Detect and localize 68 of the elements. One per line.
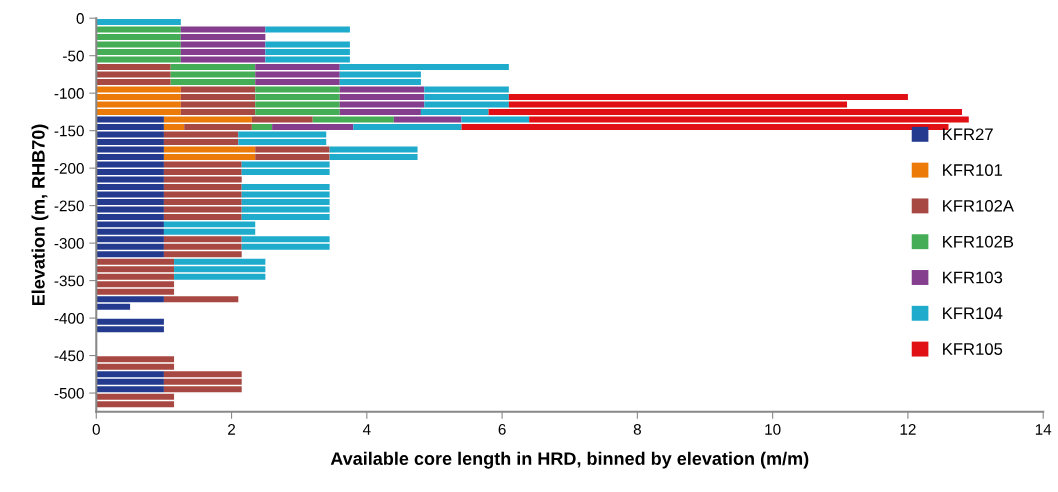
bar — [329, 146, 418, 153]
bar — [272, 123, 354, 130]
bar — [241, 161, 330, 168]
bar — [339, 78, 421, 85]
legend-label: KFR27 — [943, 128, 993, 141]
x-tick-label: 0 — [92, 424, 100, 435]
bar — [163, 236, 242, 243]
legend-label: KFR105 — [943, 343, 1003, 355]
legend-label: KFR104 — [943, 307, 1003, 320]
bar — [96, 86, 181, 93]
bar — [238, 131, 327, 138]
bar — [241, 243, 330, 250]
bar — [163, 213, 242, 220]
y-tick-label: -100 — [54, 88, 84, 99]
bar — [255, 146, 330, 153]
legend-label: KFR101 — [943, 164, 1003, 176]
bar — [163, 146, 256, 153]
x-tick-label: 6 — [498, 424, 506, 435]
bar — [461, 123, 949, 130]
bar — [96, 296, 164, 303]
y-tick-label: -350 — [54, 275, 84, 287]
x-tick-label: 8 — [633, 424, 641, 435]
y-tick-label: -200 — [54, 163, 84, 174]
y-tick-label: -300 — [54, 237, 84, 249]
x-tick-label: 12 — [900, 424, 916, 435]
bar — [255, 153, 330, 160]
y-tick-label: -150 — [54, 125, 84, 137]
bar — [353, 123, 462, 130]
bar — [96, 18, 181, 25]
bar — [96, 303, 131, 310]
bar — [170, 78, 256, 85]
y-tick-label: -400 — [54, 312, 84, 324]
bar — [424, 86, 509, 93]
y-tick-label: -450 — [54, 350, 84, 362]
bar — [255, 86, 340, 93]
x-tick-label: 4 — [362, 424, 371, 435]
bar — [96, 371, 164, 378]
y-axis-title: Elevation (m, RHB70) — [31, 124, 49, 306]
y-tick-label: -250 — [54, 200, 84, 212]
x-axis-title: Available core length in HRD, binned by elevation (m/m) — [330, 451, 809, 469]
legend-label: KFR103 — [943, 271, 1003, 284]
bar — [265, 41, 350, 48]
bar — [180, 26, 266, 33]
bar — [163, 161, 242, 168]
bar — [251, 123, 273, 130]
bar — [255, 78, 340, 85]
bar — [96, 356, 175, 363]
bar — [329, 153, 418, 160]
bar — [238, 138, 327, 145]
bar — [96, 116, 164, 123]
bar — [96, 78, 171, 85]
legend-label: KFR102B — [943, 235, 1014, 248]
bar — [241, 168, 330, 175]
bar — [96, 26, 181, 33]
bar — [174, 273, 266, 280]
bar — [265, 26, 350, 33]
legend-label: KFR102A — [943, 199, 1014, 212]
x-tick-label: 10 — [765, 424, 781, 435]
bar — [180, 86, 256, 93]
y-tick-label: 0 — [76, 13, 84, 24]
y-tick-label: -500 — [54, 387, 84, 399]
y-tick-label: -50 — [63, 50, 84, 62]
bar — [163, 138, 239, 145]
bar — [163, 123, 185, 130]
x-tick-label: 14 — [1035, 424, 1052, 435]
x-tick-label: 2 — [228, 424, 236, 435]
bar — [163, 153, 256, 160]
bar — [339, 86, 425, 93]
